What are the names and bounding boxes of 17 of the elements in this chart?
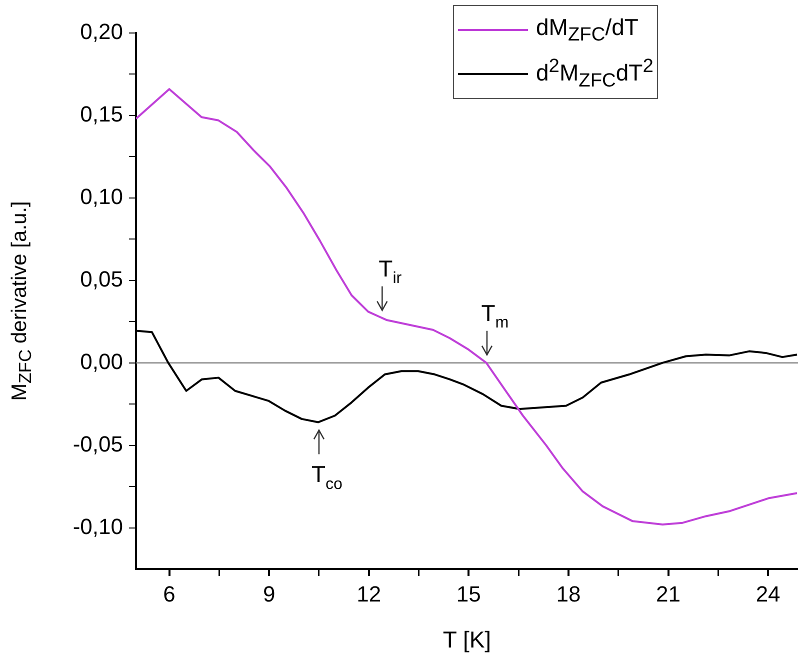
y-tick-label: 0,00	[80, 348, 123, 374]
legend-label: d$^{2}$M$_{ZFC}$dT$^{2}$	[536, 56, 654, 92]
legend-label: dM$_{ZFC}$/dT	[536, 14, 638, 46]
x-axis-title: T [K]	[442, 626, 492, 654]
x-tick-label: 12	[356, 581, 382, 606]
y-tick-label: -0,05	[72, 431, 123, 456]
y-tick-label: 0,05	[80, 266, 123, 292]
x-tick-label: 6	[163, 581, 176, 606]
y-tick-label: 0,20	[80, 19, 123, 44]
x-tick-label: 24	[756, 581, 780, 606]
x-tick-label: 9	[262, 581, 276, 606]
x-tick-label: 15	[456, 581, 481, 606]
x-tick-label: 21	[656, 581, 681, 606]
x-tick-label: 18	[556, 581, 581, 606]
y-tick-label: 0,10	[80, 184, 123, 209]
y-tick-label: 0,15	[80, 102, 123, 127]
y-tick-label: -0,10	[72, 514, 123, 539]
